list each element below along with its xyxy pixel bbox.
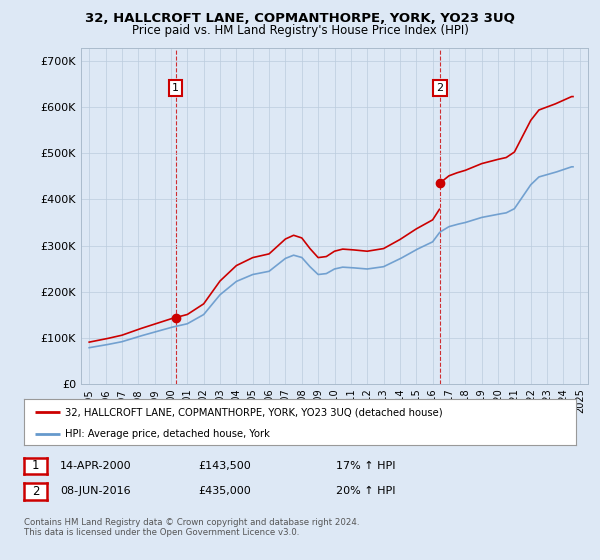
- Text: 32, HALLCROFT LANE, COPMANTHORPE, YORK, YO23 3UQ (detached house): 32, HALLCROFT LANE, COPMANTHORPE, YORK, …: [65, 407, 443, 417]
- Text: 2: 2: [436, 83, 443, 93]
- Text: HPI: Average price, detached house, York: HPI: Average price, detached house, York: [65, 429, 270, 438]
- Text: 1: 1: [32, 459, 39, 473]
- Text: £143,500: £143,500: [198, 461, 251, 471]
- Text: 14-APR-2000: 14-APR-2000: [60, 461, 131, 471]
- Text: Contains HM Land Registry data © Crown copyright and database right 2024.
This d: Contains HM Land Registry data © Crown c…: [24, 518, 359, 538]
- Text: Price paid vs. HM Land Registry's House Price Index (HPI): Price paid vs. HM Land Registry's House …: [131, 24, 469, 36]
- Text: 1: 1: [172, 83, 179, 93]
- Text: 2: 2: [32, 484, 39, 498]
- Text: £435,000: £435,000: [198, 486, 251, 496]
- Text: 17% ↑ HPI: 17% ↑ HPI: [336, 461, 395, 471]
- Text: 20% ↑ HPI: 20% ↑ HPI: [336, 486, 395, 496]
- Text: 32, HALLCROFT LANE, COPMANTHORPE, YORK, YO23 3UQ: 32, HALLCROFT LANE, COPMANTHORPE, YORK, …: [85, 12, 515, 25]
- Text: 08-JUN-2016: 08-JUN-2016: [60, 486, 131, 496]
